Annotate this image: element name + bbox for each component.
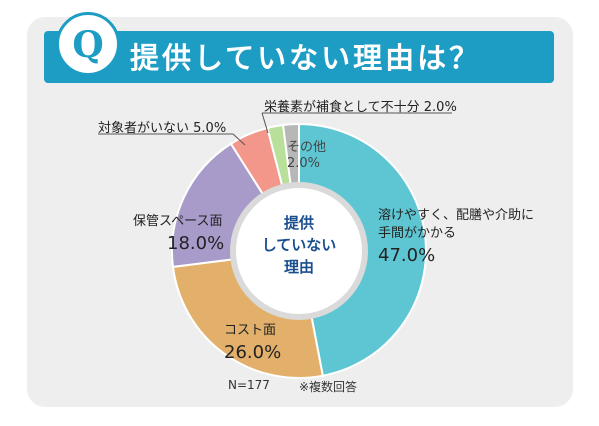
donut-center-label: 提供 していない 理由 — [244, 212, 354, 278]
label-melt-value: 47.0% — [378, 245, 436, 266]
label-storage-value: 18.0% — [167, 233, 225, 254]
label-cost-name: コスト面 — [224, 323, 277, 338]
leader-no-target-d — [232, 133, 246, 146]
label-nutrient-name: 栄養素が補食として不十分 — [264, 100, 420, 115]
sample-size: N=177 — [228, 378, 270, 392]
label-melt-line-2: 手間がかかる — [378, 226, 457, 241]
question-badge-letter: Q — [72, 24, 104, 66]
leader-lines — [98, 112, 452, 146]
label-nutrient: 栄養素が補食として不十分 2.0% — [264, 96, 457, 115]
center-line-1: 提供 — [283, 214, 314, 232]
question-badge — [56, 12, 120, 76]
title-banner — [44, 31, 554, 83]
label-melt: 溶けやすく、配膳や介助に 手間がかかる 47.0% — [378, 207, 534, 265]
multiple-answer-note: ※複数回答 — [299, 380, 358, 394]
label-no-target-value: 5.0% — [193, 121, 227, 136]
center-line-3: 理由 — [283, 258, 314, 276]
center-line-2: していない — [261, 236, 337, 254]
label-other: その他 2.0% — [287, 140, 326, 172]
label-melt-line-1: 溶けやすく、配膳や介助に — [378, 208, 535, 223]
donut-hole — [230, 182, 368, 320]
label-cost: コスト面 26.0% — [224, 322, 281, 362]
label-storage-name: 保管スペース面 — [133, 214, 223, 229]
label-storage: 保管スペース面 18.0% — [133, 213, 224, 253]
label-other-name: その他 — [287, 140, 327, 155]
page-title: 提供していない理由は？ — [130, 41, 482, 75]
label-other-value: 2.0% — [287, 156, 321, 171]
label-cost-value: 26.0% — [224, 342, 282, 363]
leader-nutrient-d — [261, 112, 269, 134]
label-no-target: 対象者がいない 5.0% — [98, 117, 226, 136]
label-no-target-name: 対象者がいない — [98, 121, 190, 136]
label-nutrient-value: 2.0% — [423, 100, 457, 115]
